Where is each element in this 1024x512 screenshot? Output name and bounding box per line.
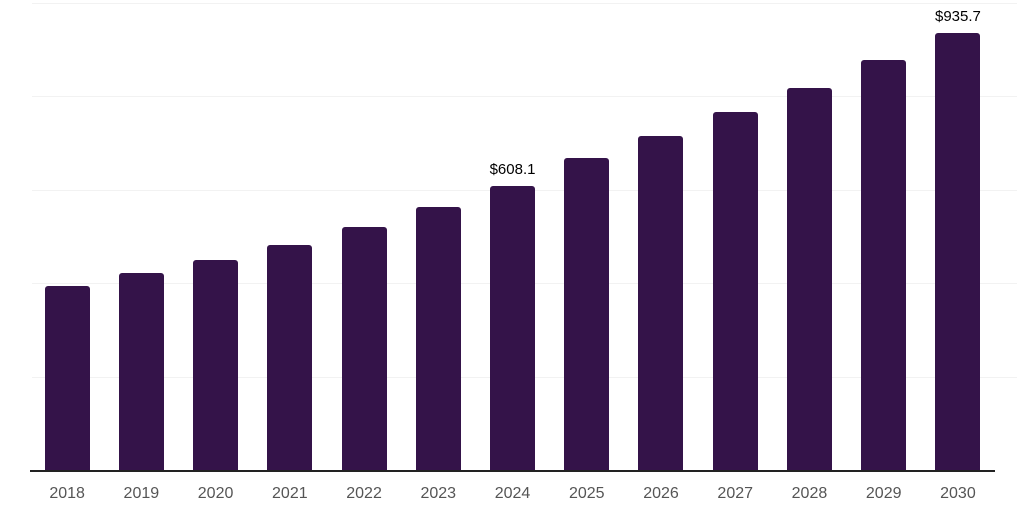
bar-value-label: $935.7 [934,8,981,26]
bar-2019 [118,272,164,470]
bar-2025 [564,158,610,470]
bar-column-2027 [698,3,772,470]
bar-column-2022 [327,3,401,470]
x-tick-label: 2023 [420,485,457,502]
x-tick-label: 2024 [494,485,531,502]
x-tick-label: 2020 [197,485,234,502]
bar-2027 [712,111,758,470]
bar-2030 [935,33,981,470]
bar-2024 [490,186,536,470]
bar-column-2018 [30,3,104,470]
bar-column-2020 [178,3,252,470]
x-tick-label: 2021 [272,485,308,502]
bar-value-label: $608.1 [489,161,536,179]
x-tick-label: 2029 [865,485,902,502]
x-axis-line [30,470,995,472]
bar-column-2030: $935.7 [921,3,995,470]
bar-column-2024: $608.1 [475,3,549,470]
bar-column-2028 [772,3,846,470]
x-tick-label: 2025 [568,485,605,502]
x-tick-label: 2028 [791,485,828,502]
bar-column-2023 [401,3,475,470]
x-tick-label: 2018 [49,485,85,502]
x-axis-tick-labels: 2018 2019 2020 2021 2022 2023 2024 2025 2026 2027… [30,484,995,503]
bar-2029 [861,59,907,470]
x-tick-label: 2030 [940,485,976,502]
plot-area: $608.1 $935.7 [30,3,1017,470]
gridline [32,3,1017,4]
bar-column-2019 [104,3,178,470]
gridline [32,96,1017,98]
bar-2023 [415,206,461,470]
bar-2020 [193,259,239,470]
bar-column-2025 [550,3,624,470]
x-tick-label: 2026 [643,485,679,502]
bar-2018 [44,286,90,470]
bar-2021 [267,244,313,470]
bar-series: $608.1 $935.7 [30,3,995,470]
bar-column-2026 [624,3,698,470]
x-tick-label: 2019 [123,485,160,502]
bar-2028 [786,87,832,470]
x-tick-label: 2022 [346,485,382,502]
bar-column-2029 [847,3,921,470]
bar-column-2021 [253,3,327,470]
bar-2026 [638,136,684,470]
x-tick-label: 2027 [717,485,754,502]
bar-2022 [341,226,387,470]
